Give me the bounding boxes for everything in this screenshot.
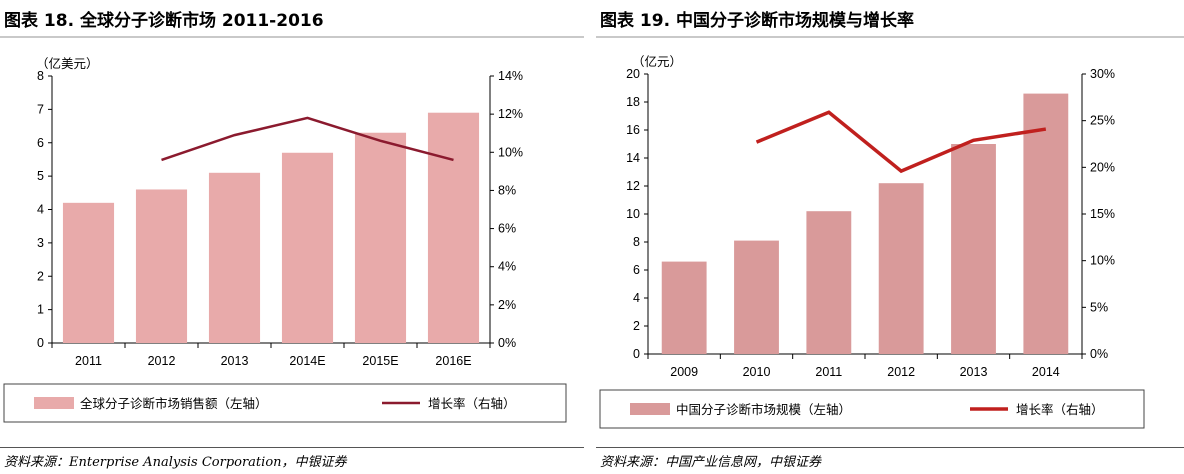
right-y-tick-label: 10% [1090, 254, 1115, 268]
left-y-tick-label: 20 [626, 67, 640, 81]
legend-line-label: 增长率（右轴） [1016, 402, 1104, 417]
left-y-tick-label: 18 [626, 95, 640, 109]
bar-2011 [62, 202, 115, 343]
legend-line-label: 增长率（右轴） [428, 396, 516, 411]
left-y-tick-label: 6 [633, 263, 640, 277]
legend-bar-label: 中国分子诊断市场规模（左轴） [676, 402, 851, 417]
right-source-divider [596, 447, 1184, 448]
x-tick-label: 2016E [435, 354, 471, 368]
legend-bar-label: 全球分子诊断市场销售额（左轴） [80, 396, 268, 411]
left-chart-source: 资料来源：Enterprise Analysis Corporation，中银证… [4, 455, 347, 470]
left-chart-panel: 图表 18. 全球分子诊断市场 2011-2016 （亿美元） 0 1 2 3 4 5 6 7 8… [0, 0, 584, 474]
left-y-tick-label: 8 [633, 235, 640, 249]
right-y-tick-label: 12% [498, 107, 523, 121]
bar-2014E [281, 152, 334, 343]
bar-2011 [806, 211, 852, 354]
x-tick-label: 2014 [1032, 365, 1060, 379]
right-chart-source: 资料来源：中国产业信息网，中银证券 [600, 455, 822, 470]
left-y-tick-label: 4 [633, 291, 640, 305]
left-y-tick-label: 12 [626, 179, 640, 193]
right-y-tick-label: 15% [1090, 207, 1115, 221]
right-y-tick-label: 8% [498, 183, 516, 197]
right-y-tick-label: 0% [498, 336, 516, 350]
bar-2010 [734, 240, 779, 354]
right-chart-title: 图表 19. 中国分子诊断市场规模与增长率 [600, 11, 914, 31]
left-chart-title: 图表 18. 全球分子诊断市场 2011-2016 [4, 11, 324, 31]
left-y-tick-label: 10 [626, 207, 640, 221]
bar-2014 [1023, 93, 1069, 354]
legend-box [3, 383, 567, 423]
left-axis-unit: （亿元） [632, 54, 682, 69]
bar-2013 [951, 144, 996, 354]
left-y-tick-label: 0 [37, 336, 44, 350]
growth-rate-line [755, 110, 1047, 174]
bar-2012 [878, 183, 924, 354]
right-y-tick-label: 20% [1090, 160, 1115, 174]
left-y-tick-label: 7 [37, 102, 44, 116]
left-y-tick-label: 3 [37, 236, 44, 250]
left-y-tick-label: 6 [37, 136, 44, 150]
right-y-tick-label: 0% [1090, 347, 1108, 361]
legend-bar-swatch [630, 403, 670, 415]
x-tick-label: 2014E [289, 354, 325, 368]
left-y-tick-label: 1 [37, 303, 44, 317]
x-tick-label: 2011 [815, 365, 842, 379]
x-tick-label: 2013 [960, 365, 988, 379]
x-tick-label: 2015E [362, 354, 398, 368]
left-source-divider [0, 447, 584, 448]
right-y-tick-label: 25% [1090, 114, 1115, 128]
right-y-tick-label: 4% [498, 260, 516, 274]
right-y-tick-label: 30% [1090, 67, 1115, 81]
left-y-tick-label: 4 [37, 203, 44, 217]
bar-2013 [208, 172, 261, 343]
x-tick-label: 2011 [75, 354, 102, 368]
left-y-tick-label: 5 [37, 169, 44, 183]
x-tick-label: 2010 [743, 365, 771, 379]
bar-2015E [354, 132, 407, 343]
left-y-tick-label: 2 [633, 319, 640, 333]
left-y-tick-label: 8 [37, 69, 44, 83]
right-chart: （亿元） 0 2 4 6 8 10 12 14 16 18 20 0% 5% 10% 15% 20% 25% 30%… [599, 54, 1145, 429]
right-y-tick-label: 10% [498, 145, 523, 159]
growth-rate-line [161, 116, 454, 162]
right-chart-panel: 图表 19. 中国分子诊断市场规模与增长率 （亿元） 0 2 4 6 8 10 12 14 16 1… [596, 0, 1184, 474]
x-tick-label: 2012 [148, 354, 176, 368]
x-tick-label: 2009 [670, 365, 698, 379]
bar-2012 [135, 189, 188, 343]
legend-bar-swatch [34, 397, 74, 409]
bar-2016E [427, 112, 480, 344]
right-y-tick-label: 14% [498, 69, 523, 83]
left-y-tick-label: 16 [626, 123, 640, 137]
left-y-tick-label: 2 [37, 269, 44, 283]
left-chart: （亿美元） 0 1 2 3 4 5 6 7 8 0% 2% 4% 6% 8% 10% 12% 14% 2011 201… [3, 56, 567, 423]
x-tick-label: 2013 [221, 354, 249, 368]
right-y-tick-label: 2% [498, 298, 516, 312]
left-title-divider [0, 36, 584, 38]
bar-2009 [661, 261, 707, 354]
legend-box [599, 389, 1145, 429]
left-y-tick-label: 0 [633, 347, 640, 361]
left-y-tick-label: 14 [626, 151, 640, 165]
right-title-divider [596, 36, 1184, 38]
left-axis-unit: （亿美元） [36, 56, 99, 71]
x-tick-label: 2012 [887, 365, 915, 379]
right-y-tick-label: 5% [1090, 300, 1108, 314]
right-y-tick-label: 6% [498, 222, 516, 236]
